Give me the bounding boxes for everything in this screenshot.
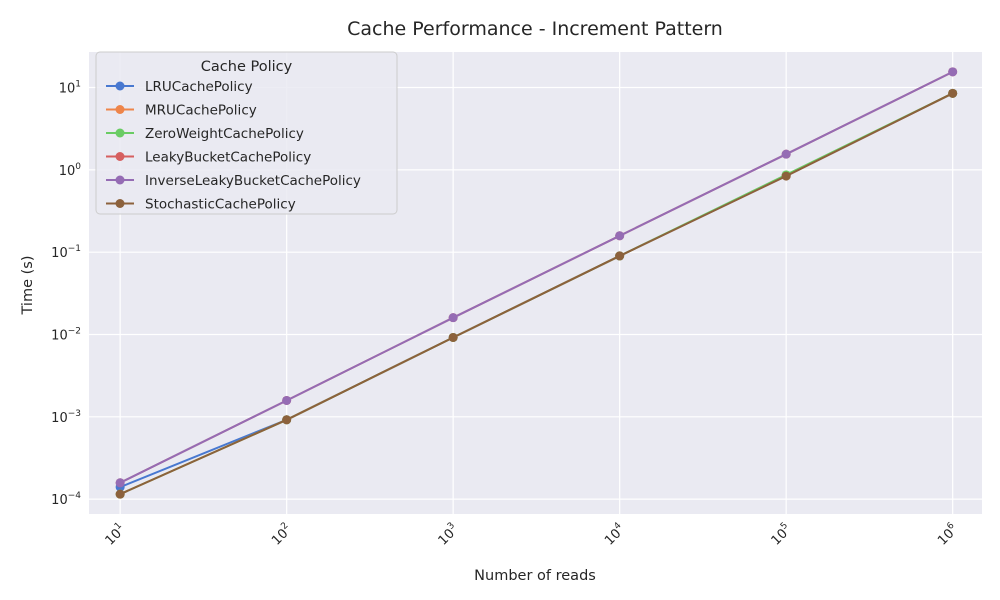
legend-item: InverseLeakyBucketCachePolicy	[106, 173, 361, 189]
data-point	[282, 415, 292, 425]
grid	[89, 52, 982, 514]
x-tick-label: 103	[434, 521, 462, 549]
series-lines	[115, 67, 958, 499]
y-tick-labels: 10−4 10−3 10−2 10−1 100 101	[51, 80, 81, 509]
data-point	[615, 251, 625, 261]
legend-marker	[115, 199, 125, 208]
legend-marker	[115, 81, 125, 91]
legend-marker	[115, 175, 125, 185]
chart-title: Cache Performance - Increment Pattern	[347, 18, 723, 40]
y-tick-label: 101	[59, 80, 81, 97]
legend-items: LRUCachePolicy MRUCachePolicy ZeroWeightCa…	[106, 79, 361, 213]
data-point	[282, 395, 292, 405]
x-tick-label: 102	[268, 521, 296, 549]
series-line	[119, 92, 954, 496]
legend-item: LRUCachePolicy	[106, 79, 253, 95]
y-tick-label: 10−1	[51, 244, 81, 261]
legend-item: StochasticCachePolicy	[106, 197, 296, 213]
legend: Cache Policy LRUCachePolicy MRUCachePolic…	[95, 51, 398, 215]
legend-label: LRUCachePolicy	[145, 79, 253, 95]
data-point	[115, 489, 125, 499]
legend-marker	[115, 105, 125, 114]
x-tick-label: 104	[601, 521, 629, 549]
y-tick-label: 10−2	[51, 326, 81, 343]
y-tick-label: 100	[59, 162, 82, 179]
data-point	[115, 478, 125, 488]
data-point	[948, 88, 958, 98]
x-tick-label: 105	[767, 521, 795, 549]
series-StochasticCachePolicy	[115, 88, 958, 499]
legend-marker	[115, 152, 125, 161]
y-tick-label: 10−4	[51, 491, 81, 508]
legend-label: InverseLeakyBucketCachePolicy	[145, 173, 361, 189]
data-point	[448, 313, 458, 323]
legend-item: LeakyBucketCachePolicy	[106, 150, 311, 166]
data-point	[781, 149, 791, 159]
legend-label: ZeroWeightCachePolicy	[145, 126, 304, 142]
data-point	[448, 332, 458, 342]
legend-box	[95, 51, 398, 215]
legend-title: Cache Policy	[201, 59, 293, 75]
series-line	[119, 70, 954, 484]
legend-marker	[115, 128, 125, 138]
data-point	[615, 231, 625, 241]
y-tick-label: 10−3	[51, 409, 81, 426]
legend-label: MRUCachePolicy	[145, 103, 257, 119]
y-axis-label: Time (s)	[20, 256, 36, 316]
series-InverseLeakyBucketCachePolicy	[115, 67, 958, 488]
legend-label: StochasticCachePolicy	[145, 197, 296, 213]
data-point	[781, 171, 791, 181]
x-axis-label: Number of reads	[474, 568, 596, 584]
x-tick-labels: 101 102 103 104 105 106	[101, 521, 962, 549]
legend-item: MRUCachePolicy	[106, 103, 257, 119]
x-tick-label: 106	[934, 521, 962, 549]
legend-item: ZeroWeightCachePolicy	[106, 126, 304, 142]
legend-label: LeakyBucketCachePolicy	[145, 150, 311, 166]
data-point	[948, 67, 958, 77]
x-tick-label: 101	[101, 521, 129, 549]
